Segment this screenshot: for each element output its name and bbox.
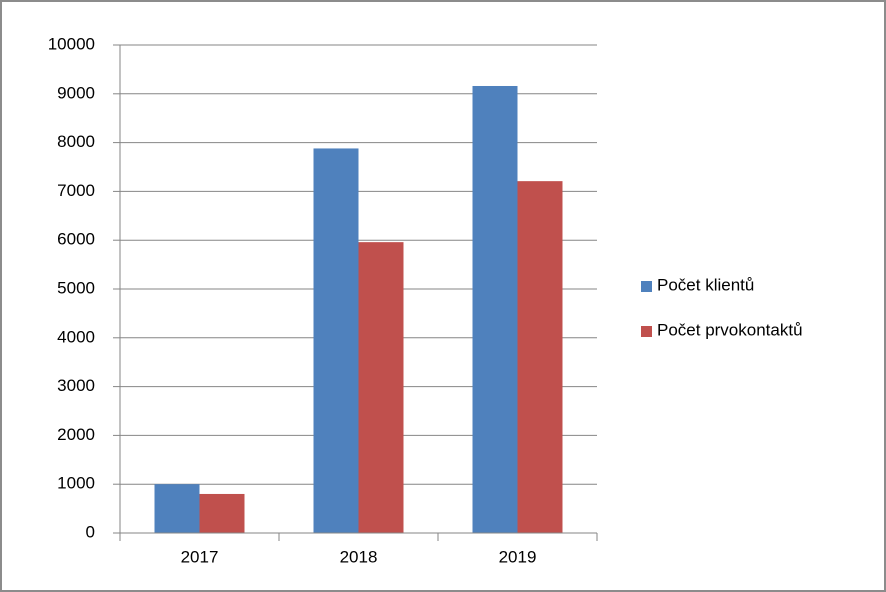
y-tick-label: 4000: [57, 327, 95, 346]
bar: [517, 181, 563, 534]
y-tick-label: 6000: [57, 230, 95, 249]
y-tick-label: 10000: [48, 34, 95, 53]
legend-swatch: [641, 326, 652, 337]
y-tick-label: 8000: [57, 132, 95, 151]
bar: [472, 85, 518, 533]
x-tick-label: 2017: [181, 547, 219, 566]
y-tick-label: 2000: [57, 425, 95, 444]
y-tick-label: 3000: [57, 376, 95, 395]
legend-label: Počet prvokontaktů: [657, 320, 803, 339]
y-tick-label: 0: [86, 522, 95, 541]
x-tick-label: 2018: [340, 547, 378, 566]
bar: [199, 493, 245, 533]
bar: [313, 148, 359, 533]
y-tick-label: 5000: [57, 278, 95, 297]
legend-label: Počet klientů: [657, 275, 754, 294]
legend-swatch: [641, 281, 652, 292]
y-tick-label: 9000: [57, 83, 95, 102]
y-tick-label: 1000: [57, 474, 95, 493]
y-tick-label: 7000: [57, 181, 95, 200]
bar: [154, 484, 200, 533]
bar: [358, 242, 404, 534]
x-tick-label: 2019: [499, 547, 537, 566]
